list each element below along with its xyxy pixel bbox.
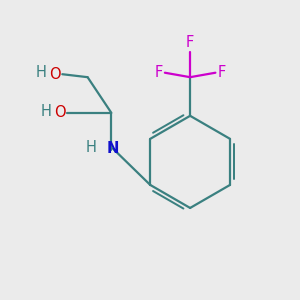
Text: N: N xyxy=(107,141,119,156)
Text: O: O xyxy=(54,105,65,120)
Text: O: O xyxy=(49,67,61,82)
Text: H: H xyxy=(85,140,97,154)
Text: H: H xyxy=(40,104,51,119)
Text: F: F xyxy=(186,34,194,50)
Text: H: H xyxy=(36,65,47,80)
Text: F: F xyxy=(218,65,226,80)
Text: F: F xyxy=(154,65,163,80)
